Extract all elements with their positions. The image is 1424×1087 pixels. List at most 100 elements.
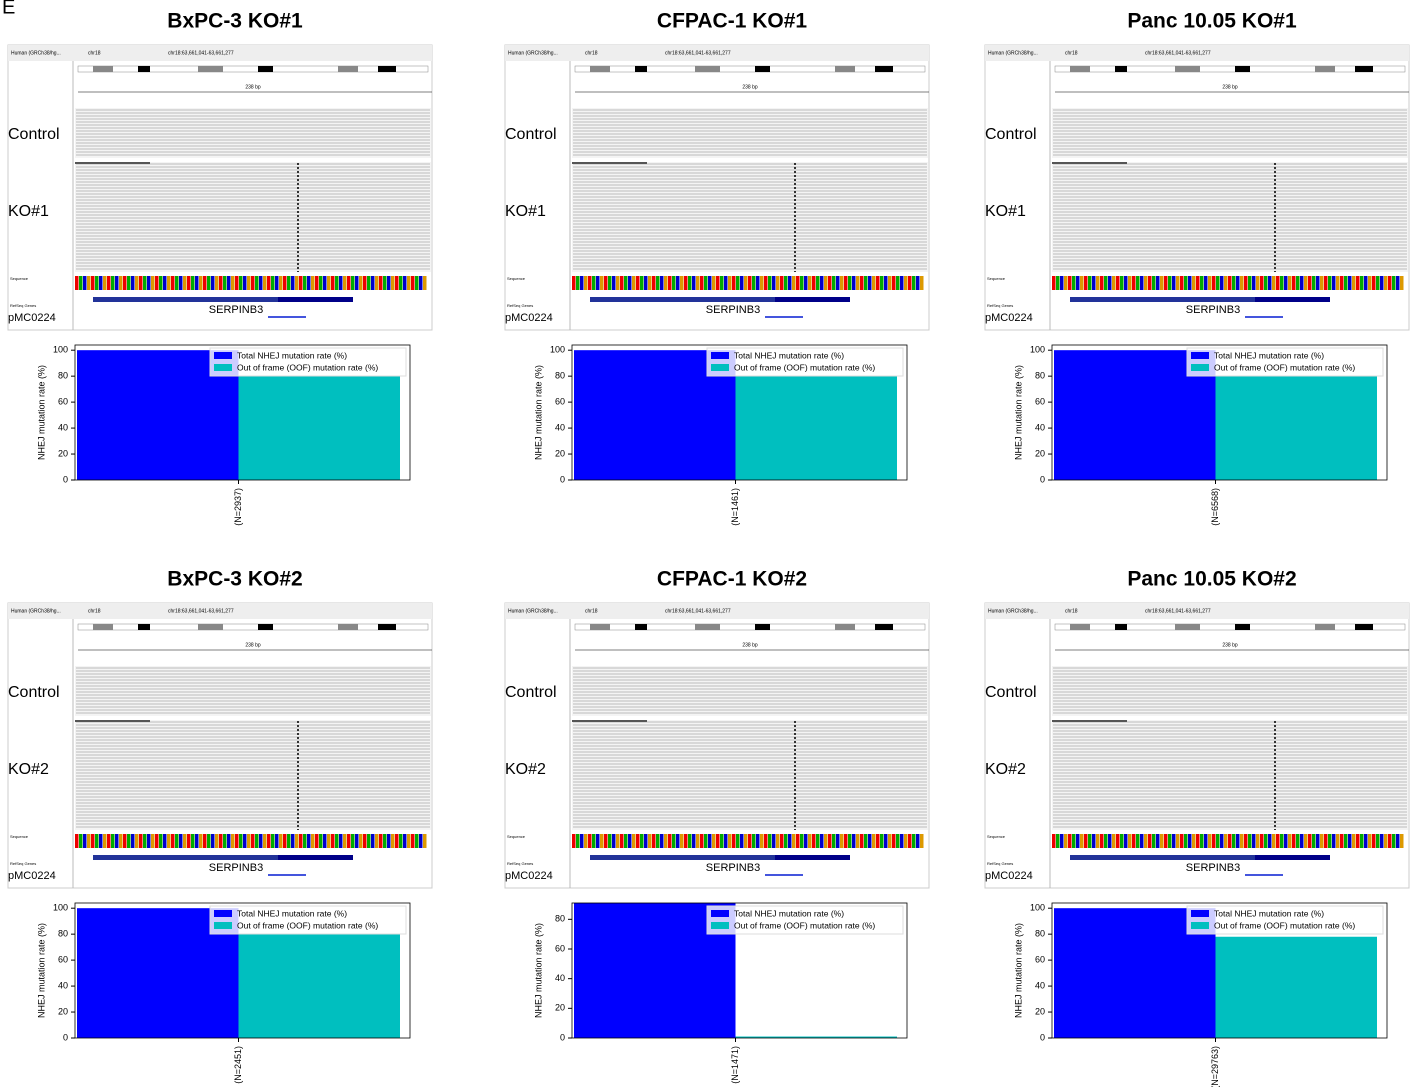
base (1168, 276, 1172, 290)
plot-frame (74, 902, 411, 1039)
gene-name: SERPINB3 (1186, 862, 1240, 874)
base (375, 834, 379, 848)
base (824, 834, 828, 848)
base (291, 834, 295, 848)
base (1184, 276, 1188, 290)
base (1120, 834, 1124, 848)
base (1328, 834, 1332, 848)
base (1160, 834, 1164, 848)
panel-title: BxPC-3 KO#1 (167, 10, 303, 33)
ideogram-band (378, 624, 396, 630)
base (75, 834, 79, 848)
ko-label: KO#2 (505, 761, 546, 778)
gene-name: SERPINB3 (1186, 304, 1240, 316)
base (856, 276, 860, 290)
plasmid-label: pMC0224 (985, 870, 1033, 882)
panel-title: BxPC-3 KO#2 (167, 568, 302, 591)
plot-frame (1051, 902, 1388, 1039)
base (299, 834, 303, 848)
base (1208, 276, 1212, 290)
base (1228, 276, 1232, 290)
base (784, 276, 788, 290)
igv-chromosome: chr18 (1065, 608, 1078, 614)
panel-title: Panc 10.05 KO#1 (1127, 10, 1297, 33)
base (1292, 276, 1296, 290)
panel-title: CFPAC-1 KO#2 (657, 568, 807, 591)
base (616, 276, 620, 290)
base (395, 276, 399, 290)
legend-swatch (214, 922, 232, 929)
base (1072, 834, 1076, 848)
y-axis-label: NHEJ mutation rate (%) (36, 923, 46, 1018)
ideogram-band (590, 66, 610, 72)
base (75, 276, 79, 290)
base (884, 834, 888, 848)
base (1200, 834, 1204, 848)
base (163, 276, 167, 290)
base (127, 276, 131, 290)
base (624, 834, 628, 848)
ruler-span: 238 bp (245, 84, 261, 90)
base (1180, 834, 1184, 848)
base (1388, 276, 1392, 290)
igv-chromosome: chr18 (585, 50, 598, 56)
base (287, 834, 291, 848)
base (203, 834, 207, 848)
base (760, 276, 764, 290)
base (604, 834, 608, 848)
base (776, 276, 780, 290)
base (892, 276, 896, 290)
base (1100, 834, 1104, 848)
base (1196, 834, 1200, 848)
base (1312, 276, 1316, 290)
base (195, 276, 199, 290)
base (311, 834, 315, 848)
base (411, 276, 415, 290)
base (343, 276, 347, 290)
base (335, 834, 339, 848)
base (355, 834, 359, 848)
base (211, 834, 215, 848)
bar (735, 1036, 897, 1038)
ideogram-band (835, 66, 855, 72)
base (351, 834, 355, 848)
base (1320, 834, 1324, 848)
base (1112, 276, 1116, 290)
y-tick-label: 0 (63, 474, 68, 484)
genes-label: RefSeq Genes (987, 303, 1013, 308)
base (1368, 834, 1372, 848)
plot-frame (74, 344, 411, 481)
base (119, 276, 123, 290)
base (1092, 276, 1096, 290)
ideogram (574, 65, 926, 73)
base (708, 834, 712, 848)
base (632, 834, 636, 848)
base (207, 834, 211, 848)
base (796, 276, 800, 290)
base (1360, 834, 1364, 848)
base (247, 834, 251, 848)
base (211, 276, 215, 290)
base (379, 834, 383, 848)
base (744, 834, 748, 848)
base (83, 276, 87, 290)
base (1288, 276, 1292, 290)
base (1360, 276, 1364, 290)
legend-box (706, 905, 904, 935)
base (796, 834, 800, 848)
base (820, 276, 824, 290)
base (1156, 276, 1160, 290)
base (636, 834, 640, 848)
legend-label: Out of frame (OOF) mutation rate (%) (237, 920, 378, 930)
base (139, 276, 143, 290)
y-tick-label: 0 (1040, 1032, 1045, 1042)
base (576, 834, 580, 848)
base (1172, 834, 1176, 848)
ideogram-band (1175, 66, 1200, 72)
base (604, 276, 608, 290)
base (1196, 276, 1200, 290)
base (1392, 276, 1396, 290)
y-tick-label: 80 (555, 371, 565, 381)
base (191, 834, 195, 848)
base (191, 276, 195, 290)
